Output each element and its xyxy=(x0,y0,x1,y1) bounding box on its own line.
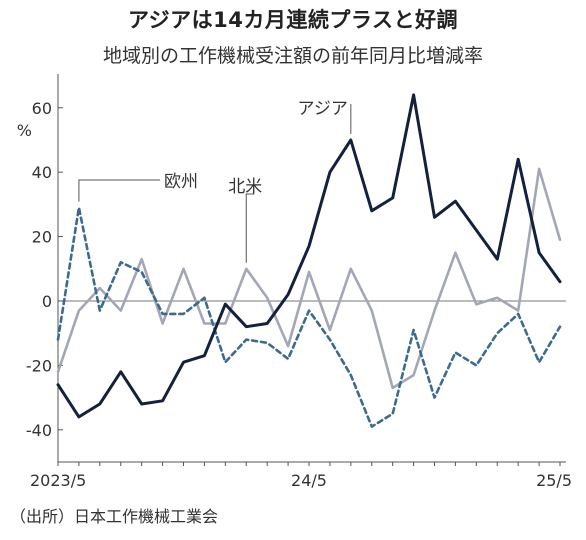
x-tick-label: 25/5 xyxy=(536,471,572,490)
chart-title: アジアは14カ月連続プラスと好調 xyxy=(128,8,458,32)
x-tick-label: 24/5 xyxy=(291,471,327,490)
y-tick-label: 0 xyxy=(42,292,52,311)
chart-subtitle: 地域別の工作機械受注額の前年同月比増減率 xyxy=(102,45,483,67)
series-label-north-america: 北米 xyxy=(228,177,262,197)
y-tick-label: 60 xyxy=(32,99,52,118)
y-tick-label: -20 xyxy=(26,356,52,375)
y-tick-label: -40 xyxy=(26,421,52,440)
y-tick-label: 40 xyxy=(32,163,52,182)
series-label-asia: アジア xyxy=(298,99,348,119)
y-axis-unit-label: % xyxy=(17,121,32,140)
source-note: （出所）日本工作機械工業会 xyxy=(10,507,219,526)
x-tick-label: 2023/5 xyxy=(30,471,86,490)
y-tick-label: 20 xyxy=(32,228,52,247)
series-line-asia xyxy=(56,93,562,419)
north-america-leader-line xyxy=(245,193,255,263)
series-line-north-america xyxy=(56,167,562,390)
europe-leader-line xyxy=(78,179,160,202)
series-label-europe: 欧州 xyxy=(164,172,198,192)
